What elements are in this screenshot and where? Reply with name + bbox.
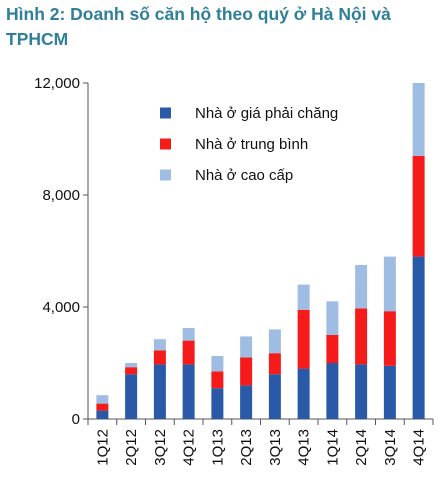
bar-segment-3Q12 xyxy=(153,339,166,351)
x-tick-label: 1Q13 xyxy=(209,429,226,466)
bar-segment-1Q12 xyxy=(96,403,109,411)
x-tick-label: 2Q13 xyxy=(238,429,255,466)
bar-segment-4Q12 xyxy=(182,340,195,365)
legend-label: Nhà ở giá phải chăng xyxy=(195,105,338,122)
bar-segment-3Q14 xyxy=(383,365,396,419)
bar-segment-4Q13 xyxy=(297,284,310,310)
bar-segment-2Q12 xyxy=(125,363,138,368)
y-tick-label: 0 xyxy=(72,411,80,428)
bar-segment-1Q14 xyxy=(326,335,339,363)
bar-segment-1Q12 xyxy=(96,395,109,404)
bar-segment-3Q13 xyxy=(268,329,281,354)
y-tick-label: 8,000 xyxy=(42,187,80,204)
bar-segment-3Q12 xyxy=(153,350,166,365)
legend-label: Nhà ở trung bình xyxy=(195,136,308,153)
bar-segment-2Q12 xyxy=(125,374,138,419)
x-tick-label: 4Q12 xyxy=(181,429,198,466)
bar-segment-4Q13 xyxy=(297,309,310,369)
bar-segment-2Q12 xyxy=(125,367,138,375)
bar-segment-4Q14 xyxy=(412,155,425,257)
x-tick-label: 4Q14 xyxy=(411,429,428,466)
bar-segment-2Q14 xyxy=(355,308,368,365)
chart-title: Hình 2: Doanh số căn hộ theo quý ở Hà Nộ… xyxy=(6,4,391,49)
bar-segment-2Q14 xyxy=(355,364,368,419)
bar-segment-1Q13 xyxy=(211,356,224,372)
bar-segment-1Q12 xyxy=(96,410,109,419)
bar-segment-4Q12 xyxy=(182,328,195,341)
bar-segment-3Q13 xyxy=(268,353,281,375)
bar-segment-4Q14 xyxy=(412,256,425,419)
legend-swatch xyxy=(160,138,171,150)
x-tick-label: 3Q12 xyxy=(152,429,169,466)
y-tick-label: 12,000 xyxy=(34,75,80,92)
bar-segment-4Q12 xyxy=(182,364,195,419)
y-tick-label: 4,000 xyxy=(42,299,80,316)
bar-segment-4Q13 xyxy=(297,368,310,419)
bar-segment-1Q14 xyxy=(326,301,339,335)
legend-swatch xyxy=(160,107,171,119)
x-tick-label: 2Q12 xyxy=(123,429,140,466)
legend-swatch xyxy=(160,169,171,181)
bar-segment-1Q13 xyxy=(211,371,224,389)
x-tick-label: 2Q14 xyxy=(353,429,370,466)
bar-segment-3Q12 xyxy=(153,364,166,419)
x-tick-label: 1Q14 xyxy=(324,429,341,466)
bar-segment-2Q13 xyxy=(240,357,253,386)
bar-segment-1Q13 xyxy=(211,388,224,419)
x-tick-label: 3Q14 xyxy=(382,429,399,466)
x-tick-label: 4Q13 xyxy=(296,429,313,466)
bar-segment-1Q14 xyxy=(326,363,339,419)
bar-segment-2Q13 xyxy=(240,385,253,419)
bar-segment-3Q14 xyxy=(383,311,396,366)
bar-segment-4Q14 xyxy=(412,83,425,156)
bar-segment-3Q14 xyxy=(383,256,396,312)
bar-segment-2Q13 xyxy=(240,336,253,358)
x-tick-label: 1Q12 xyxy=(94,429,111,466)
bar-segment-2Q14 xyxy=(355,265,368,309)
legend-label: Nhà ở cao cấp xyxy=(195,167,293,184)
x-tick-label: 3Q13 xyxy=(267,429,284,466)
bar-segment-3Q13 xyxy=(268,374,281,419)
